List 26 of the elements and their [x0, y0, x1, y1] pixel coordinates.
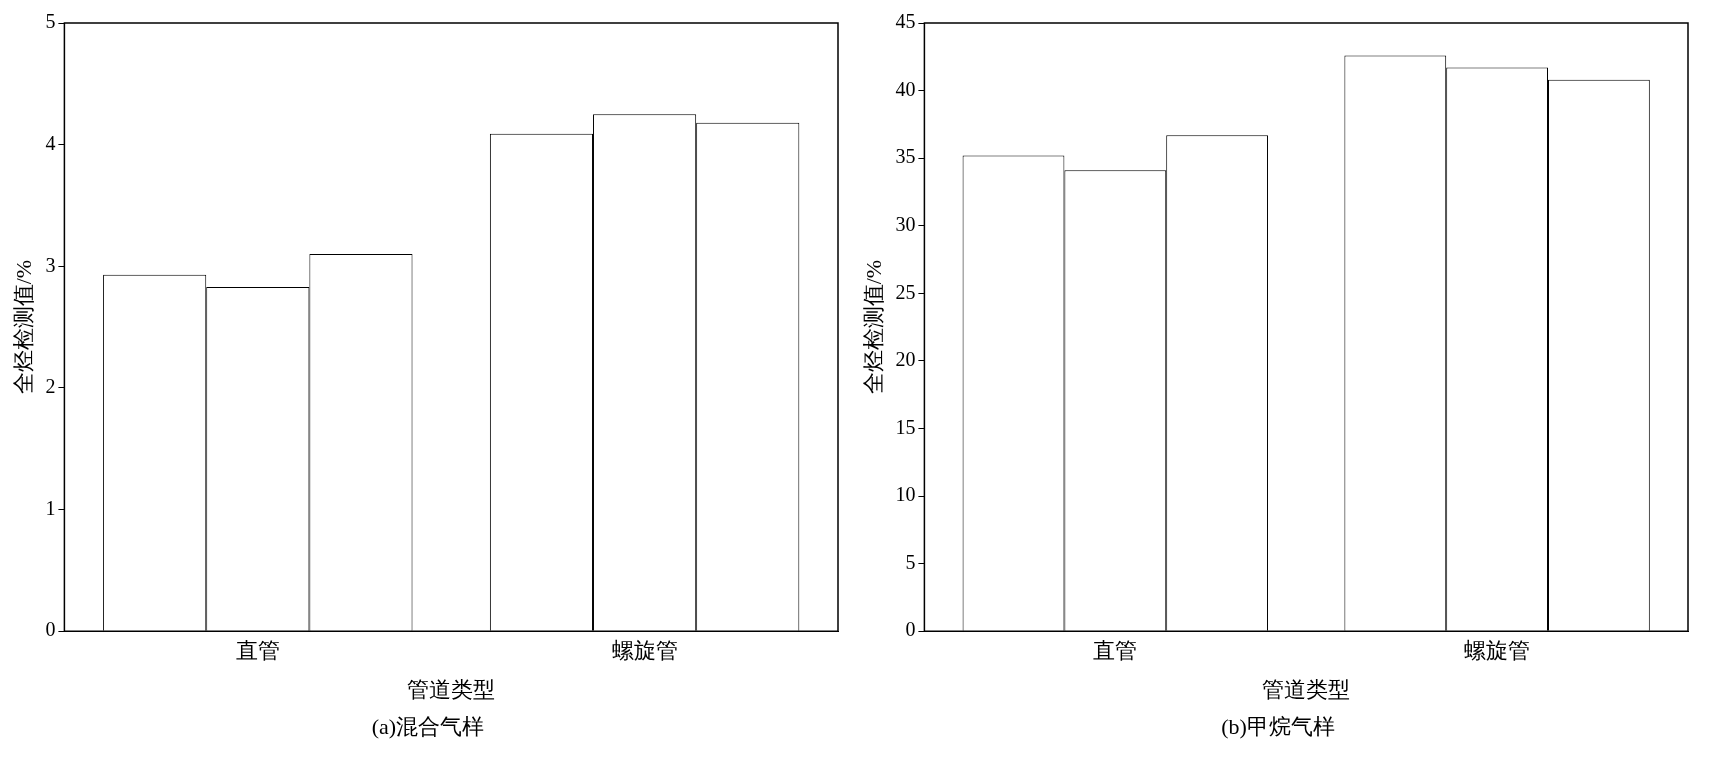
y-tick-label: 5 [905, 550, 916, 573]
x-tick-label: 螺旋管 [611, 638, 678, 664]
y-tick-label: 5 [45, 10, 56, 33]
y-tick-label: 2 [45, 375, 56, 398]
y-tick-label: 25 [895, 280, 916, 303]
y-tick-label: 40 [895, 77, 916, 100]
y-tick-label: 10 [895, 483, 916, 506]
x-axis-title: 管道类型 [1262, 676, 1351, 702]
y-axis-title: 全烃检测值/% [10, 259, 36, 395]
y-tick-label: 3 [45, 253, 56, 276]
text: (b)甲烷气样 [1221, 713, 1335, 741]
y-tick-label: 35 [895, 145, 916, 168]
y-axis-title: 全烃检测值/% [860, 259, 886, 395]
y-tick-label: 4 [45, 131, 56, 154]
y-tick-label: 0 [905, 618, 916, 641]
y-tick-label: 20 [895, 348, 916, 371]
y-tick-label: 30 [895, 212, 916, 235]
y-tick-label: 15 [895, 415, 916, 438]
x-tick-label: 直管 [235, 638, 280, 664]
x-tick-label: 螺旋管 [1464, 638, 1531, 664]
y-tick-label: 1 [45, 496, 56, 519]
y-tick-label: 0 [45, 618, 56, 641]
text: (a)混合气样 [371, 713, 485, 741]
y-tick-label: 45 [895, 10, 916, 33]
x-tick-label: 直管 [1093, 638, 1138, 664]
x-axis-title: 管道类型 [407, 676, 496, 702]
